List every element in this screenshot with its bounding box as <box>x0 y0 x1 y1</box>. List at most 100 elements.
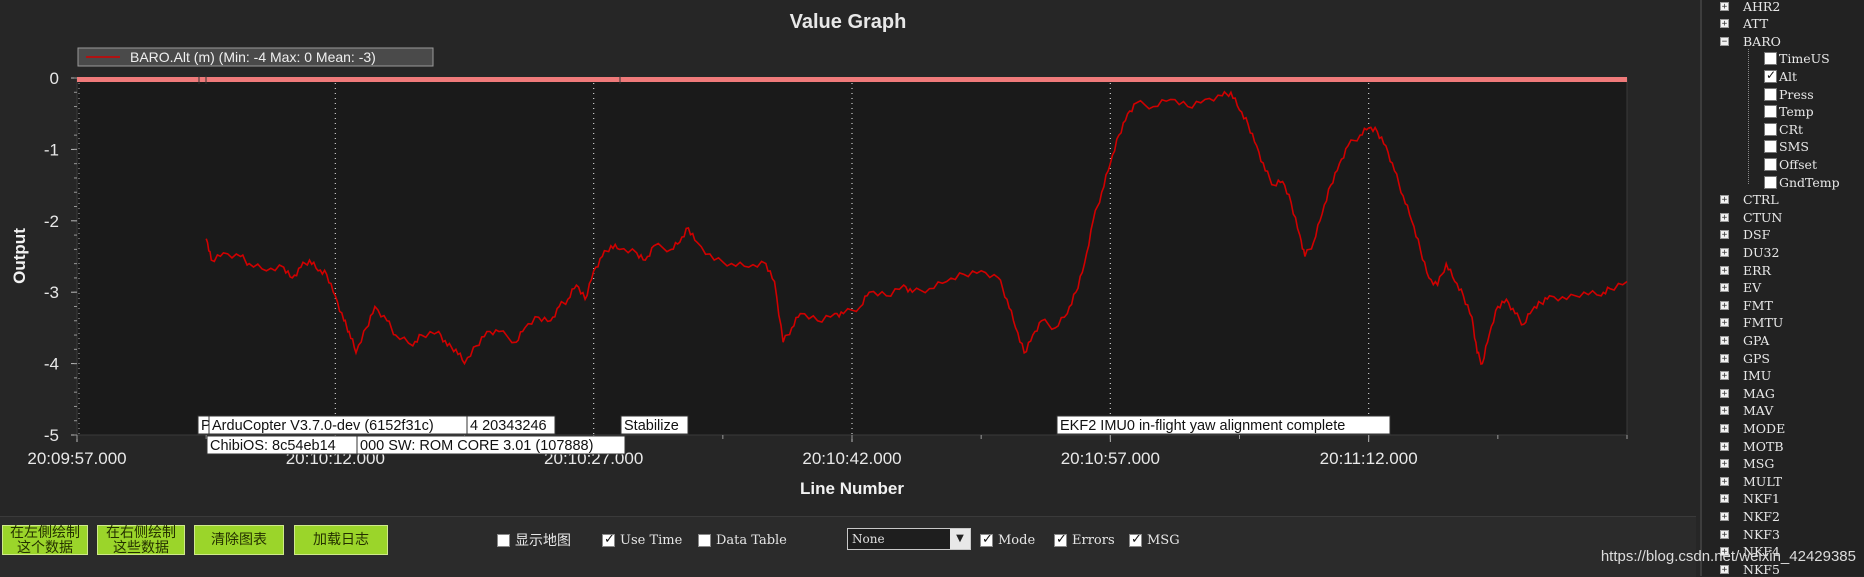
tree-node-nkf5[interactable]: + NKF5 <box>1720 561 1780 577</box>
tree-item-label: MAV <box>1743 403 1774 419</box>
expand-icon[interactable]: + <box>1720 335 1729 346</box>
tree-field-offset[interactable]: Offset <box>1764 156 1817 172</box>
tree-node-dsf[interactable]: + DSF <box>1720 227 1770 243</box>
show-map-box[interactable] <box>497 533 510 547</box>
mode-checkbox[interactable]: Mode <box>980 532 1035 548</box>
plot-left-button[interactable]: 在左側绘制 这个数据 <box>2 525 88 556</box>
use-time-label: Use Time <box>620 532 683 548</box>
tree-guide-line <box>1748 48 1749 184</box>
tree-node-mult[interactable]: + MULT <box>1720 473 1782 489</box>
expand-icon[interactable]: + <box>1720 353 1729 364</box>
field-checkbox[interactable] <box>1764 87 1777 101</box>
expand-icon[interactable]: + <box>1720 371 1729 382</box>
msg-box[interactable] <box>1129 532 1142 547</box>
tree-node-du32[interactable]: + DU32 <box>1720 244 1779 260</box>
tree-node-fmt[interactable]: + FMT <box>1720 297 1773 313</box>
expand-icon[interactable]: + <box>1720 19 1729 30</box>
tree-field-temp[interactable]: Temp <box>1764 104 1814 120</box>
expand-icon[interactable]: + <box>1720 529 1729 540</box>
field-checkbox[interactable] <box>1764 157 1777 171</box>
errors-checkbox[interactable]: Errors <box>1054 532 1115 548</box>
field-checkbox[interactable] <box>1764 52 1777 66</box>
tree-field-gndtemp[interactable]: GndTemp <box>1764 174 1840 190</box>
mode-box[interactable] <box>980 532 993 547</box>
expand-icon[interactable]: + <box>1720 547 1729 558</box>
field-checkbox[interactable] <box>1764 105 1777 119</box>
tree-field-alt[interactable]: Alt <box>1764 68 1797 84</box>
tree-item-label: FMT <box>1743 297 1773 313</box>
data-table-box[interactable] <box>698 533 711 547</box>
show-map-checkbox[interactable]: 显示地图 <box>497 532 571 549</box>
tree-field-timeus[interactable]: TimeUS <box>1764 51 1830 67</box>
tree-node-msg[interactable]: + MSG <box>1720 456 1774 472</box>
field-checkbox[interactable] <box>1764 122 1777 136</box>
tree-node-gpa[interactable]: + GPA <box>1720 332 1769 348</box>
data-table-label: Data Table <box>716 532 787 548</box>
tree-item-label: Press <box>1779 86 1814 102</box>
tree-node-baro[interactable]: − BARO <box>1720 33 1781 49</box>
tree-node-ctun[interactable]: + CTUN <box>1720 209 1782 225</box>
value-graph[interactable]: Value Graph 20:09:57.000 20:10:12.000 20:1… <box>0 0 1696 516</box>
load-log-button[interactable]: 加载日志 <box>294 525 388 555</box>
tree-node-mag[interactable]: + MAG <box>1720 385 1775 401</box>
use-time-box[interactable] <box>602 532 615 547</box>
expand-icon[interactable]: + <box>1720 212 1729 223</box>
expand-icon[interactable]: + <box>1720 247 1729 258</box>
collapse-icon[interactable]: − <box>1720 36 1729 47</box>
expand-icon[interactable]: + <box>1720 459 1729 470</box>
tree-node-nkf3[interactable]: + NKF3 <box>1720 526 1780 542</box>
chevron-down-icon[interactable]: ▼ <box>950 529 970 549</box>
data-table-checkbox[interactable]: Data Table <box>698 532 787 548</box>
tree-node-nkf4[interactable]: + NKF4 <box>1720 544 1780 560</box>
tree-node-gps[interactable]: + GPS <box>1720 350 1770 366</box>
tree-field-press[interactable]: Press <box>1764 86 1814 102</box>
clear-graph-button[interactable]: 清除图表 <box>194 525 284 555</box>
expand-icon[interactable]: + <box>1720 230 1729 241</box>
expand-icon[interactable]: + <box>1720 423 1729 434</box>
expand-icon[interactable]: + <box>1720 406 1729 417</box>
expand-icon[interactable]: + <box>1720 441 1729 452</box>
field-checkbox[interactable] <box>1764 175 1777 189</box>
expand-icon[interactable]: + <box>1720 494 1729 505</box>
field-checkbox[interactable] <box>1764 68 1777 83</box>
graph-panel[interactable]: Value Graph 20:09:57.000 20:10:12.000 20:1… <box>0 0 1696 516</box>
expand-icon[interactable]: + <box>1720 1 1729 12</box>
tree-item-label: Alt <box>1779 68 1798 84</box>
tree-node-motb[interactable]: + MOTB <box>1720 438 1784 454</box>
tree-node-ev[interactable]: + EV <box>1720 280 1761 296</box>
tree-node-nkf1[interactable]: + NKF1 <box>1720 491 1780 507</box>
field-checkbox[interactable] <box>1764 140 1777 154</box>
expand-icon[interactable]: + <box>1720 195 1729 206</box>
use-time-checkbox[interactable]: Use Time <box>602 532 682 548</box>
tree-node-att[interactable]: + ATT <box>1720 16 1768 32</box>
tree-node-ctrl[interactable]: + CTRL <box>1720 192 1779 208</box>
plot-right-button[interactable]: 在右侧绘制 这些数据 <box>97 525 185 556</box>
tree-node-nkf2[interactable]: + NKF2 <box>1720 508 1780 524</box>
tree-item-label: FMTU <box>1743 315 1784 331</box>
tree-item-label: NKF2 <box>1743 508 1780 524</box>
errors-box[interactable] <box>1054 532 1067 547</box>
expand-icon[interactable]: + <box>1720 265 1729 276</box>
tree-node-ahr2[interactable]: + AHR2 <box>1720 0 1780 14</box>
tree-node-mode[interactable]: + MODE <box>1720 420 1785 436</box>
tree-node-mav[interactable]: + MAV <box>1720 403 1773 419</box>
series-select[interactable]: None ▼ <box>847 528 971 550</box>
expand-icon[interactable]: + <box>1720 511 1729 522</box>
tree-node-fmtu[interactable]: + FMTU <box>1720 315 1783 331</box>
expand-icon[interactable]: + <box>1720 318 1729 329</box>
expand-icon[interactable]: + <box>1720 283 1729 294</box>
tree-field-crt[interactable]: CRt <box>1764 121 1803 137</box>
expand-icon[interactable]: + <box>1720 300 1729 311</box>
y-tick-label: -5 <box>44 426 59 445</box>
expand-icon[interactable]: + <box>1720 564 1729 575</box>
tree-item-label: CRt <box>1779 121 1803 137</box>
annotation-label: P <box>201 418 211 434</box>
tree-node-err[interactable]: + ERR <box>1720 262 1771 278</box>
tree-node-imu[interactable]: + IMU <box>1720 368 1771 384</box>
expand-icon[interactable]: + <box>1720 388 1729 399</box>
msg-checkbox[interactable]: MSG <box>1129 532 1180 548</box>
tree-item-label: BARO <box>1743 33 1781 49</box>
expand-icon[interactable]: + <box>1720 476 1729 487</box>
tree-field-sms[interactable]: SMS <box>1764 139 1809 155</box>
